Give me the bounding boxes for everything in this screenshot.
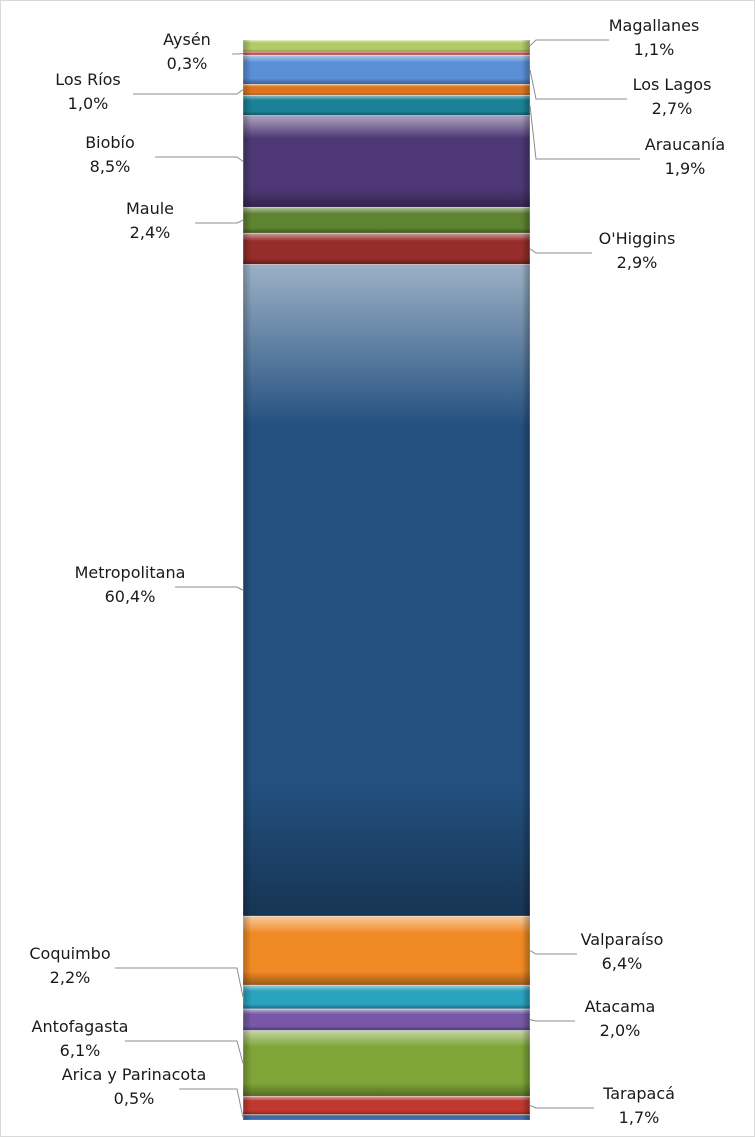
data-label-value-aysen: 0,3%	[167, 54, 208, 73]
data-label-value-antofagasta: 6,1%	[60, 1041, 101, 1060]
bar-segment-shade-biobio	[243, 115, 530, 208]
data-label-name-biobio: Biobío	[85, 133, 135, 152]
bar-segment-shade-o-higgins	[243, 233, 530, 265]
leader-line-magallanes	[529, 39, 609, 47]
data-label-name-araucania: Araucanía	[645, 135, 725, 154]
data-label-name-coquimbo: Coquimbo	[29, 944, 110, 963]
bar-segment-shade-metropolitana	[243, 264, 530, 917]
data-label-name-los-lagos: Los Lagos	[633, 75, 712, 94]
data-label-value-o-higgins: 2,9%	[617, 253, 658, 272]
bar-segment-shade-araucania	[243, 95, 530, 116]
leader-line-tarapaca	[529, 1104, 594, 1109]
bar-segment-shade-maule	[243, 207, 530, 234]
data-label-name-arica-y-parinacota: Arica y Parinacota	[62, 1065, 207, 1084]
data-label-name-maule: Maule	[126, 199, 174, 218]
data-label-name-antofagasta: Antofagasta	[32, 1017, 129, 1036]
data-label-name-aysen: Aysén	[163, 30, 211, 49]
bar-segment-shade-tarapaca	[243, 1096, 530, 1115]
leader-line-antofagasta	[125, 1040, 244, 1064]
leader-line-maule	[195, 219, 244, 224]
leader-line-atacama	[529, 1019, 575, 1022]
data-label-value-coquimbo: 2,2%	[50, 968, 91, 987]
bar-segment-shade-los-lagos	[243, 55, 530, 85]
data-label-value-los-lagos: 2,7%	[652, 99, 693, 118]
bar-segment-arica-y-parinacota	[242, 1114, 531, 1121]
bar-segment-shade-valparaiso	[243, 916, 530, 986]
data-label-value-tarapaca: 1,7%	[619, 1108, 660, 1127]
data-label-value-magallanes: 1,1%	[634, 40, 675, 59]
data-label-name-tarapaca: Tarapacá	[602, 1084, 675, 1103]
data-label-name-o-higgins: O'Higgins	[599, 229, 676, 248]
bar-segment-shade-arica-y-parinacota	[243, 1114, 530, 1120]
data-label-name-los-rios: Los Ríos	[55, 70, 121, 89]
data-label-value-metropolitana: 60,4%	[105, 587, 156, 606]
bar-segment-maule	[242, 206, 531, 234]
bar-segment-araucania	[242, 94, 531, 116]
bar-segment-magallanes	[242, 39, 531, 53]
bar-segment-shade-magallanes	[243, 40, 530, 52]
data-label-name-magallanes: Magallanes	[609, 16, 700, 35]
data-label-name-metropolitana: Metropolitana	[75, 563, 186, 582]
bar-segment-coquimbo	[242, 984, 531, 1010]
bar-segment-tarapaca	[242, 1095, 531, 1115]
leader-line-biobio	[155, 156, 244, 162]
bar-segment-shade-los-rios	[243, 84, 530, 96]
bar-segment-biobio	[242, 115, 531, 208]
data-label-value-araucania: 1,9%	[665, 159, 706, 178]
leader-line-aysen	[232, 52, 244, 55]
leader-line-araucania	[529, 105, 640, 160]
data-label-value-arica-y-parinacota: 0,5%	[114, 1089, 155, 1108]
bar-segment-shade-atacama	[243, 1008, 530, 1031]
bar-segment-shade-aysen	[243, 51, 530, 56]
leader-line-los-rios	[133, 89, 244, 95]
bar-segment-metropolitana	[242, 264, 531, 917]
bar-segment-antofagasta	[242, 1030, 531, 1097]
leader-line-o-higgins	[529, 248, 592, 254]
leader-line-los-lagos	[529, 69, 627, 100]
data-label-value-valparaiso: 6,4%	[602, 954, 643, 973]
data-label-name-valparaiso: Valparaíso	[581, 930, 664, 949]
bar-segment-shade-coquimbo	[243, 985, 530, 1009]
bar-segment-valparaiso	[242, 915, 531, 986]
bar-segment-los-rios	[242, 83, 531, 96]
leader-line-arica-y-parinacota	[179, 1088, 244, 1118]
bar-segment-aysen	[242, 51, 531, 56]
bar-segment-los-lagos	[242, 54, 531, 85]
bar-segment-shade-antofagasta	[243, 1030, 530, 1097]
data-label-name-atacama: Atacama	[585, 997, 656, 1016]
data-label-value-maule: 2,4%	[130, 223, 171, 242]
bar-segment-atacama	[242, 1008, 531, 1031]
data-label-value-los-rios: 1,0%	[68, 94, 109, 113]
bar-segment-o-higgins	[242, 232, 531, 265]
leader-line-metropolitana	[175, 586, 244, 591]
data-label-value-atacama: 2,0%	[600, 1021, 641, 1040]
leader-line-valparaiso	[529, 950, 577, 955]
data-label-value-biobio: 8,5%	[90, 157, 131, 176]
leader-line-coquimbo	[115, 967, 244, 998]
